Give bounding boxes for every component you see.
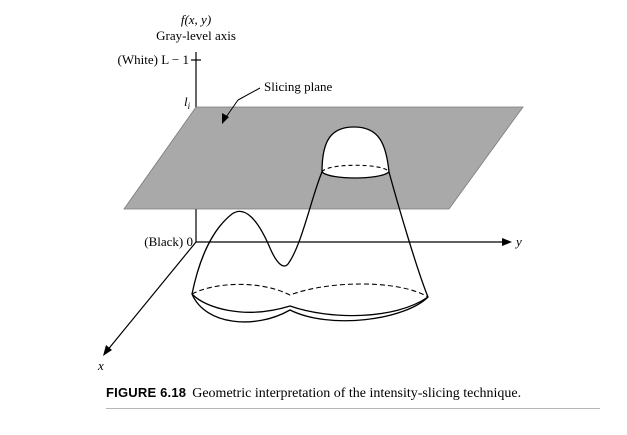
slicing-plane-leader-arrow [222, 113, 229, 124]
surface-base-back [191, 283, 429, 298]
slicing-plane-label: Slicing plane [264, 79, 332, 94]
black-level-label: (Black) 0 [144, 234, 193, 249]
figure-caption-text: Geometric interpretation of the intensit… [192, 386, 522, 401]
figure-caption-label: FIGURE 6.18 [106, 385, 187, 400]
surface-peak [321, 126, 390, 179]
caption-divider [106, 408, 600, 409]
surface-base-front [191, 293, 429, 323]
slice-level-letter: l [184, 94, 188, 109]
peak-intersection-back [321, 164, 390, 173]
slicing-plane-leader [237, 87, 261, 101]
figure-caption: FIGURE 6.18 Geometric interpretation of t… [106, 384, 606, 406]
vertical-axis-name-label: Gray-level axis [156, 28, 236, 43]
y-axis-arrowhead [502, 238, 512, 246]
slice-level-subscript: i [188, 101, 191, 111]
x-axis-arrowhead [103, 345, 112, 356]
slice-level-label: li [184, 94, 191, 111]
x-axis [105, 241, 197, 353]
white-level-label: (White) L − 1 [118, 52, 189, 67]
vertical-axis-function-label: f(x, y) [181, 12, 211, 27]
y-axis-label: y [514, 234, 522, 249]
x-axis-label: x [97, 358, 104, 373]
